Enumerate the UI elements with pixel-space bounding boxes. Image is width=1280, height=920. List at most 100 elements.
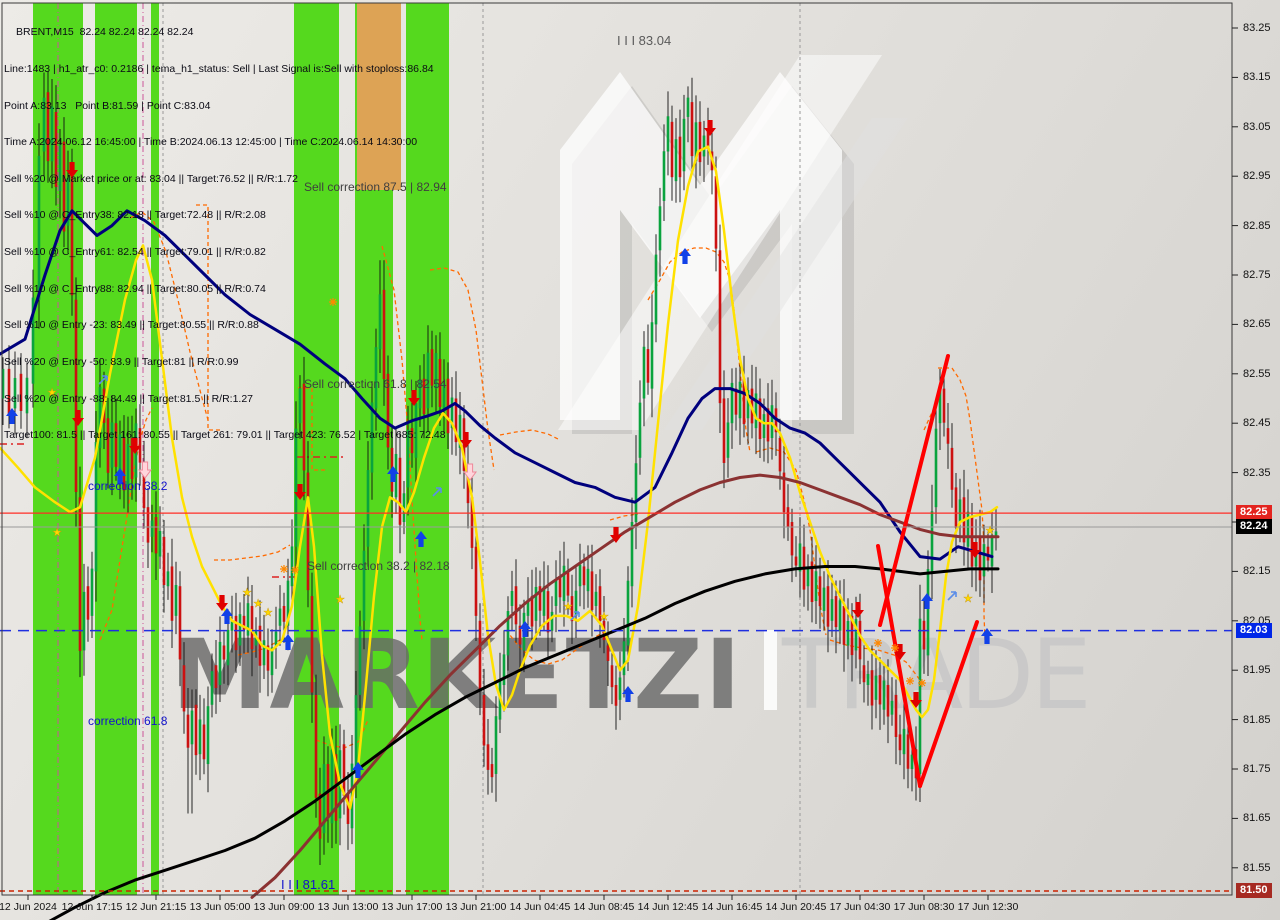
psar-x-stroke <box>891 644 899 652</box>
up-candle <box>226 629 230 666</box>
down-candle <box>734 388 738 415</box>
buy-arrow-icon <box>415 531 427 547</box>
symbol-title: BRENT,M15 82.24 82.24 82.24 82.24 <box>16 26 194 39</box>
info-line: Sell %10 @ C_Entry61: 82.54 || Target:79… <box>4 246 266 259</box>
up-candle <box>58 144 62 192</box>
down-candle <box>86 586 90 620</box>
down-candle <box>670 121 674 178</box>
down-candle <box>242 615 246 630</box>
down-candle <box>482 694 486 746</box>
up-candle <box>118 434 122 473</box>
up-candle <box>274 631 278 646</box>
down-candle <box>530 596 534 627</box>
down-candle <box>778 438 782 472</box>
down-candle <box>742 378 746 425</box>
down-candle <box>454 398 458 443</box>
up-candle <box>502 654 506 686</box>
info-line: Sell %10 @ C_Entry38: 82.18 || Target:72… <box>4 209 266 222</box>
info-line: Sell %20 @ Entry -50: 83.9 || Target:81 … <box>4 355 239 368</box>
down-candle <box>950 447 954 490</box>
up-candle <box>198 719 202 755</box>
up-candle <box>770 405 774 439</box>
price-axis-label: 82.35 <box>1243 466 1271 479</box>
down-candle <box>302 383 306 471</box>
exit-arrow-icon <box>138 461 152 479</box>
time-axis-label: 17 Jun 08:30 <box>893 901 955 913</box>
down-candle <box>334 754 338 821</box>
down-candle <box>490 764 494 778</box>
watermark-text-secondary: TRADE <box>781 619 1089 731</box>
sell-arrow-icon <box>129 438 141 454</box>
down-candle <box>250 605 254 650</box>
down-candle <box>318 793 322 839</box>
ma-navy <box>0 209 994 561</box>
down-candle <box>194 704 198 756</box>
up-candle <box>578 564 582 587</box>
up-candle <box>506 611 510 656</box>
up-candle <box>838 600 842 631</box>
up-candle <box>238 614 242 646</box>
watermark-divider <box>764 630 777 710</box>
sell-arrow-icon <box>72 410 84 426</box>
psar-x-stroke <box>280 565 288 573</box>
price-axis-label: 82.75 <box>1243 269 1271 281</box>
down-candle <box>186 714 190 748</box>
watermark-text-primary: MARKETZI <box>172 619 743 731</box>
up-candle <box>542 586 546 616</box>
up-candle <box>494 716 498 774</box>
down-candle <box>138 428 142 463</box>
time-axis-label: 13 Jun 21:00 <box>445 901 507 913</box>
down-candle <box>718 250 722 404</box>
down-candle <box>470 497 474 548</box>
down-candle <box>466 467 470 504</box>
sell-arrow-icon <box>969 542 981 558</box>
down-candle <box>54 111 58 188</box>
down-candle <box>894 694 898 738</box>
time-axis-label: 13 Jun 13:00 <box>317 901 379 913</box>
up-candle <box>362 550 366 621</box>
psar-x-stroke <box>329 298 337 306</box>
price-axis-label: 82.85 <box>1243 219 1271 232</box>
up-candle <box>230 621 234 631</box>
up-candle <box>434 353 438 389</box>
up-candle <box>374 347 378 409</box>
down-candle <box>590 571 594 610</box>
up-candle <box>126 443 130 488</box>
price-axis-label: 82.45 <box>1243 417 1271 430</box>
signal-star-icon: ★ <box>263 606 273 619</box>
up-candle <box>626 580 630 646</box>
northeast-arrow-icon <box>432 487 442 497</box>
up-candle <box>510 591 514 606</box>
up-candle <box>762 414 766 439</box>
price-axis-label: 82.15 <box>1243 565 1271 578</box>
up-candle <box>174 585 178 616</box>
up-candle <box>902 728 906 755</box>
northeast-arrow-stroke <box>947 591 957 601</box>
down-candle <box>582 566 586 586</box>
signal-star-icon: ★ <box>52 526 62 539</box>
down-candle <box>862 665 866 683</box>
buy-arrow-icon <box>519 621 531 637</box>
down-candle <box>486 744 490 770</box>
down-candle <box>570 596 574 622</box>
down-candle <box>614 685 618 706</box>
psar-x-icon <box>891 644 899 652</box>
buy-arrow-icon <box>679 248 691 264</box>
buy-arrow-icon <box>6 408 18 424</box>
up-candle <box>358 626 362 695</box>
up-candle <box>442 383 446 409</box>
ma-black <box>48 565 1000 920</box>
stoploss-price-badge: 81.50 <box>1236 883 1272 899</box>
down-candle <box>518 625 522 645</box>
time-axis-label: 12 Jun 2024 <box>0 901 57 913</box>
up-candle <box>322 764 326 834</box>
down-candle <box>282 605 286 622</box>
up-candle <box>638 402 642 458</box>
northeast-arrow-icon <box>98 375 108 385</box>
down-candle <box>182 665 186 712</box>
up-candle <box>630 521 634 587</box>
buy-arrow-icon <box>114 468 126 484</box>
up-candle <box>50 106 54 162</box>
up-candle <box>406 429 410 488</box>
